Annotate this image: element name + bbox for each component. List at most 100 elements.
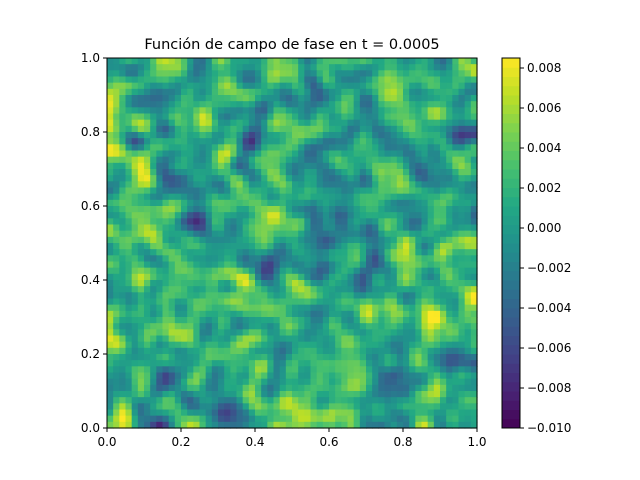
heatmap-cell xyxy=(372,144,379,152)
heatmap-cell xyxy=(193,298,201,306)
heatmap-cell xyxy=(366,64,373,71)
heatmap-cell xyxy=(261,212,268,219)
heatmap-cell xyxy=(304,243,312,250)
heatmap-cell xyxy=(168,206,176,213)
heatmap-cell xyxy=(298,341,305,349)
heatmap-cell xyxy=(409,138,416,145)
heatmap-cell xyxy=(292,144,299,152)
heatmap-cell xyxy=(107,101,114,108)
heatmap-cell xyxy=(298,181,305,189)
heatmap-cell xyxy=(378,169,386,176)
heatmap-cell xyxy=(446,255,453,263)
heatmap-cell xyxy=(181,95,188,102)
heatmap-cell xyxy=(131,156,139,164)
heatmap-cell xyxy=(415,372,423,380)
heatmap-cell xyxy=(464,113,472,121)
heatmap-cell xyxy=(292,181,299,189)
heatmap-cell xyxy=(446,107,453,115)
heatmap-cell xyxy=(211,212,219,219)
heatmap-cell xyxy=(409,372,416,380)
colorbar-band xyxy=(502,363,520,373)
plot-frame xyxy=(106,57,478,429)
heatmap-cell xyxy=(384,181,392,189)
heatmap-cell xyxy=(205,88,213,96)
heatmap-cell xyxy=(137,70,145,78)
heatmap-cell xyxy=(427,88,435,96)
heatmap-cell xyxy=(292,304,299,312)
heatmap-cell xyxy=(187,341,194,349)
heatmap-cell xyxy=(446,199,453,207)
heatmap-cell xyxy=(107,378,114,386)
heatmap-cell xyxy=(279,310,287,318)
heatmap-cell xyxy=(353,212,361,219)
heatmap-cell xyxy=(464,298,472,306)
heatmap-cell xyxy=(285,144,293,152)
heatmap-cell xyxy=(137,403,145,411)
heatmap-cell xyxy=(366,335,373,343)
heatmap-cell xyxy=(403,236,410,244)
heatmap-cell xyxy=(218,82,225,90)
heatmap-cell xyxy=(452,409,460,417)
heatmap-cell xyxy=(162,415,170,423)
heatmap-cell xyxy=(458,397,466,404)
heatmap-cell xyxy=(125,391,133,398)
heatmap-cell xyxy=(329,267,336,275)
heatmap-cell xyxy=(446,119,453,127)
colorbar-band xyxy=(502,354,520,364)
heatmap-cell xyxy=(119,335,127,343)
heatmap-cell xyxy=(168,243,176,250)
heatmap-cell xyxy=(230,144,238,152)
heatmap-cell xyxy=(285,58,293,65)
heatmap-cell xyxy=(310,243,318,250)
heatmap-cell xyxy=(403,193,410,201)
heatmap-cell xyxy=(329,107,336,115)
heatmap-cell xyxy=(211,119,219,127)
heatmap-cell xyxy=(335,199,342,207)
heatmap-cell xyxy=(131,298,139,306)
heatmap-cell xyxy=(187,317,194,324)
heatmap-cell xyxy=(372,397,379,404)
heatmap-cell xyxy=(298,354,305,361)
heatmap-cell xyxy=(452,335,460,343)
heatmap-cell xyxy=(236,286,244,293)
heatmap-cell xyxy=(322,236,330,244)
heatmap-cell xyxy=(292,329,299,337)
heatmap-cell xyxy=(452,267,460,275)
heatmap-cell xyxy=(329,187,336,195)
heatmap-cell xyxy=(211,70,219,78)
heatmap-cell xyxy=(193,88,201,96)
heatmap-cell xyxy=(162,366,170,374)
heatmap-cell xyxy=(359,113,367,121)
heatmap-cell xyxy=(174,261,182,269)
heatmap-cell xyxy=(440,397,447,404)
heatmap-cell xyxy=(267,366,275,374)
heatmap-cell xyxy=(322,421,330,429)
heatmap-cell xyxy=(255,162,262,170)
heatmap-cell xyxy=(150,175,157,182)
heatmap-cell xyxy=(316,317,324,324)
heatmap-cell xyxy=(378,107,386,115)
heatmap-cell xyxy=(199,378,207,386)
heatmap-cell xyxy=(335,366,342,374)
heatmap-cell xyxy=(119,95,127,102)
heatmap-cell xyxy=(464,95,472,102)
heatmap-cell xyxy=(267,267,275,275)
heatmap-cell xyxy=(236,181,244,189)
heatmap-cell xyxy=(285,107,293,115)
heatmap-cell xyxy=(273,298,281,306)
heatmap-cell xyxy=(187,113,194,121)
heatmap-cell xyxy=(150,70,157,78)
heatmap-cell xyxy=(150,107,157,115)
heatmap-cell xyxy=(347,150,355,158)
heatmap-cell xyxy=(230,292,238,300)
heatmap-cell xyxy=(316,280,324,287)
heatmap-cell xyxy=(131,347,139,355)
heatmap-cell xyxy=(470,384,478,392)
heatmap-cell xyxy=(470,206,478,213)
heatmap-cell xyxy=(421,403,429,411)
heatmap-cell xyxy=(347,310,355,318)
heatmap-cell xyxy=(403,280,410,287)
heatmap-cell xyxy=(279,64,287,71)
heatmap-cell xyxy=(335,218,342,226)
heatmap-cell xyxy=(168,132,176,139)
